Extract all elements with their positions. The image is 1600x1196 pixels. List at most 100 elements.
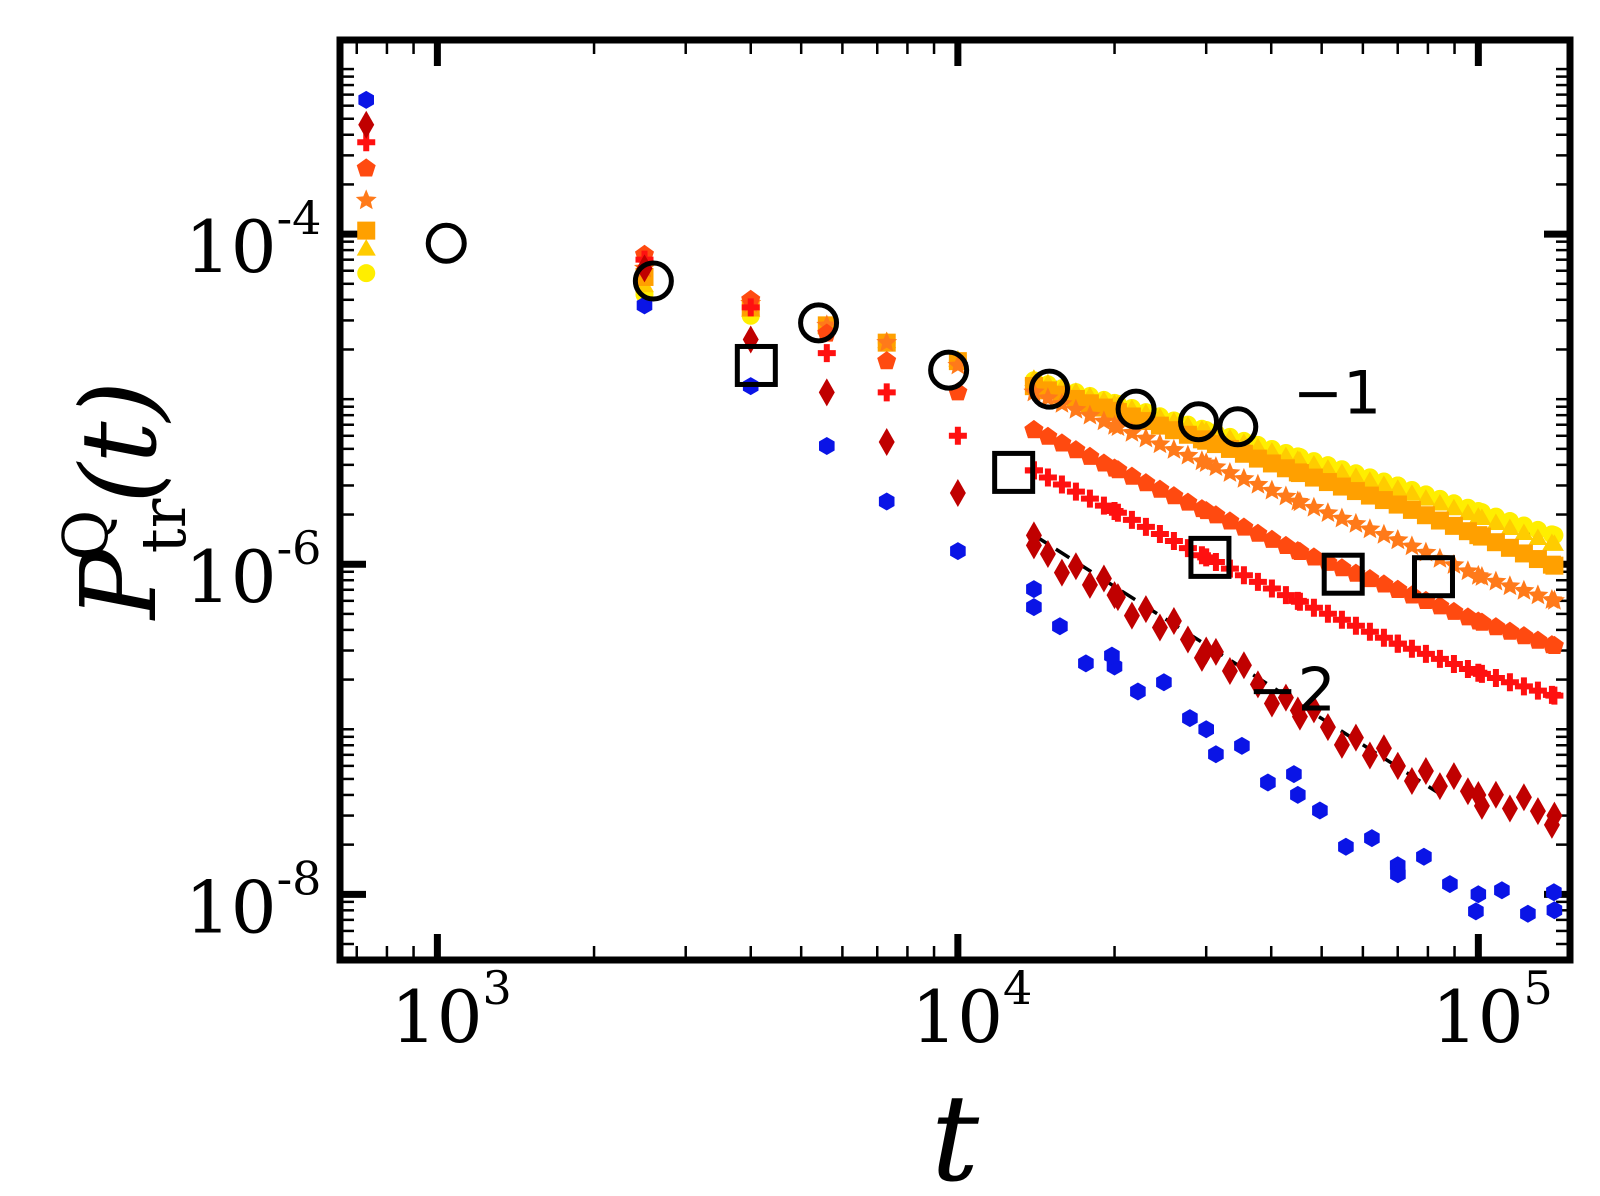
gold-triangle-point xyxy=(1304,455,1324,472)
y-axis-label: PtrQ(t) xyxy=(49,381,200,621)
darkred-diamond-point xyxy=(358,110,375,139)
red-cross-point xyxy=(1234,566,1253,585)
black-open-square-point xyxy=(992,450,1036,494)
orange-star-point xyxy=(1485,570,1507,591)
blue-hexagon-point xyxy=(358,90,374,109)
orange-star-point xyxy=(1359,518,1381,539)
darkred-diamond-point xyxy=(1081,570,1098,599)
orange-star-point xyxy=(876,331,898,352)
gold-triangle-point xyxy=(1388,479,1408,496)
blue-hexagon-point xyxy=(1026,598,1042,617)
data-markers xyxy=(355,90,1565,923)
slope-label: −2 xyxy=(1247,655,1335,725)
red-cross-point xyxy=(1346,616,1365,635)
darkred-diamond-point xyxy=(1403,767,1420,796)
blue-hexagon-point xyxy=(1390,865,1406,884)
red-cross-point xyxy=(1150,524,1169,543)
orange-star-point xyxy=(1079,404,1101,425)
orange-star-point xyxy=(1499,575,1521,596)
blue-hexagon-point xyxy=(1156,673,1172,692)
orange-square-point xyxy=(1234,444,1253,463)
orange-star-point xyxy=(1303,496,1325,517)
orange-star-point xyxy=(1317,502,1339,522)
orange-star-point xyxy=(1121,421,1143,442)
red-cross-point xyxy=(1304,598,1323,617)
darkred-diamond-point xyxy=(1207,637,1224,666)
orange-star-point xyxy=(1513,579,1535,600)
black-open-circle-point xyxy=(1115,388,1157,430)
orange-star-point xyxy=(1289,491,1311,512)
darkred-diamond-point xyxy=(1137,595,1154,624)
red-orange-pentagon-point xyxy=(1444,601,1464,620)
red-cross-point xyxy=(1402,639,1421,658)
orange-star-point xyxy=(1233,467,1255,488)
orange-square-point xyxy=(1430,511,1449,530)
darkred-diamond-point xyxy=(818,378,835,407)
plot-frame xyxy=(336,36,1574,964)
red-cross-point xyxy=(1430,649,1449,668)
darkred-diamond-point xyxy=(1165,607,1182,636)
blue-hexagon-point xyxy=(1286,765,1302,784)
red-cross-point xyxy=(817,344,836,363)
orange-star-point xyxy=(1135,427,1157,448)
orange-star-point xyxy=(1541,589,1563,609)
tick-labels: 103 104 105 10-4 10-6 10-8 −1 −2 xyxy=(185,191,1553,1059)
orange-square-point xyxy=(1164,421,1183,440)
red-orange-pentagon-point xyxy=(1528,630,1548,649)
blue-hexagon-point xyxy=(1078,654,1094,673)
red-orange-pentagon-point xyxy=(1542,635,1562,654)
orange-square-point xyxy=(1304,468,1323,487)
red-cross-point xyxy=(1416,644,1435,663)
darkred-diamond-point xyxy=(1431,772,1448,801)
orange-star-point xyxy=(1275,485,1297,506)
blue-hexagon-point xyxy=(1520,904,1536,923)
red-cross-point xyxy=(1360,622,1379,641)
black-open-circle-point xyxy=(798,302,840,344)
blue-hexagon-point xyxy=(950,542,966,561)
blue-hexagon-point xyxy=(1416,847,1432,866)
red-orange-pentagon-point xyxy=(1290,541,1310,560)
darkred-diamond-point xyxy=(1025,521,1042,550)
blue-hexagon-point xyxy=(636,296,653,315)
red-cross-point xyxy=(1206,552,1225,571)
red-cross-point xyxy=(1500,673,1519,692)
black-open-circle-point xyxy=(928,349,970,391)
red-cross-point xyxy=(1290,592,1309,611)
blue-hexagon-point xyxy=(1130,682,1146,701)
darkred-diamond-point xyxy=(1123,601,1140,630)
orange-square-point xyxy=(1094,398,1113,417)
blue-hexagon-point xyxy=(1364,829,1380,848)
orange-star-point xyxy=(1205,456,1227,476)
orange-star-point xyxy=(355,189,377,210)
darkred-diamond-point xyxy=(1277,683,1294,712)
red-orange-pentagon-point xyxy=(1388,579,1408,598)
orange-star-point xyxy=(1527,584,1549,605)
orange-star-point xyxy=(1177,444,1199,465)
darkred-diamond-point xyxy=(1473,791,1490,820)
red-cross-point xyxy=(1108,503,1127,522)
blue-hexagon-point xyxy=(1052,617,1068,636)
orange-square-point xyxy=(1360,486,1379,505)
darkred-diamond-point xyxy=(742,325,759,354)
darkred-diamond-point xyxy=(1417,757,1434,786)
darkred-diamond-point xyxy=(1459,777,1476,806)
darkred-diamond-point xyxy=(1053,558,1070,587)
blue-hexagon-point xyxy=(1546,901,1563,920)
gold-triangle-point xyxy=(1318,459,1338,476)
gold-triangle-point xyxy=(1444,498,1464,516)
orange-square-point xyxy=(357,221,376,240)
red-cross-point xyxy=(1164,532,1183,551)
orange-square-point xyxy=(1500,538,1519,557)
orange-square-point xyxy=(1458,522,1477,541)
blue-hexagon-point xyxy=(1208,745,1224,764)
darkred-diamond-point xyxy=(1375,734,1392,763)
red-orange-pentagon-point xyxy=(1430,596,1450,615)
blue-hexagon-point xyxy=(1260,773,1276,792)
red-cross-point xyxy=(741,298,760,317)
red-cross-point xyxy=(1472,664,1491,683)
orange-square-point xyxy=(1444,516,1463,535)
gold-triangle-point xyxy=(1416,489,1436,506)
red-cross-point xyxy=(1318,604,1337,623)
black-open-square-point xyxy=(1188,535,1232,579)
black-open-circle-point xyxy=(425,222,467,264)
